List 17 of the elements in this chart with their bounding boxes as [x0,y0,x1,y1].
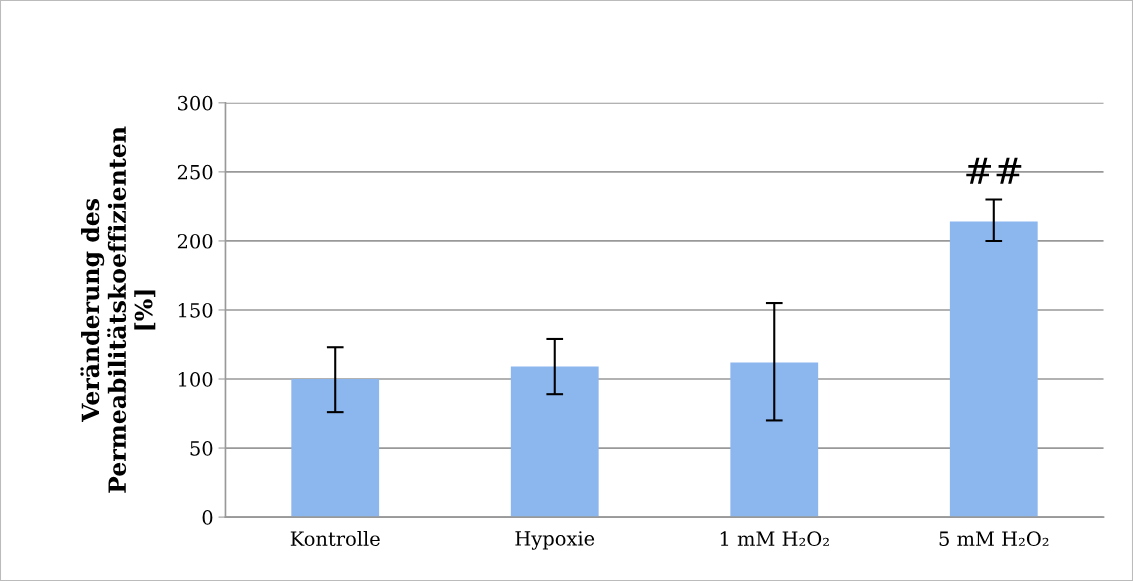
bar [949,221,1038,518]
y-tick-label: 100 [178,371,213,387]
y-axis-title: Veränderung des Permeabilitätskoeffizienten [%] [80,126,156,493]
x-tick-label: 1 mM H₂O₂ [720,531,829,547]
x-tick-label: Kontrolle [290,530,380,547]
bar [510,366,599,518]
y-tick-label: 300 [178,95,213,111]
x-tick-label: 5 mM H₂O₂ [939,531,1049,547]
y-tick-label: 150 [178,302,213,318]
y-tick-label: 200 [177,233,213,249]
y-tick-label: 50 [190,441,213,456]
bar [291,379,380,518]
y-tick-label: 0 [202,510,213,525]
annotation: ## [966,157,1022,184]
x-tick-label: Hypoxie [515,531,595,550]
bar [730,362,819,518]
y-tick-label: 250 [177,164,213,180]
